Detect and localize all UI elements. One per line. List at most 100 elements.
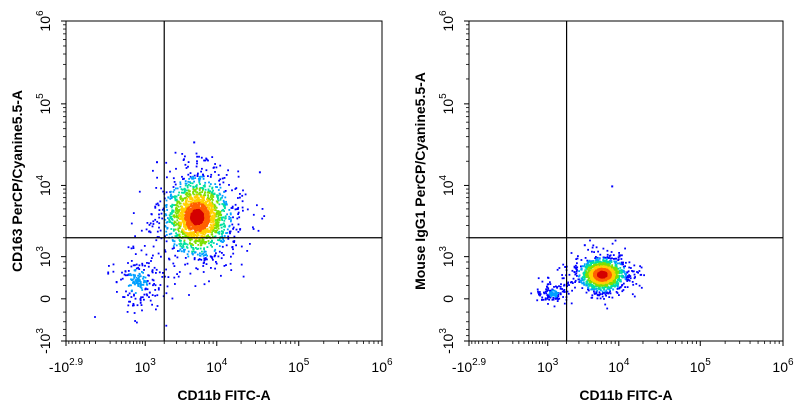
event-dot	[173, 247, 175, 249]
event-dot	[233, 235, 236, 238]
event-dot	[189, 185, 192, 187]
event-dot	[625, 273, 627, 275]
event-dot	[174, 221, 177, 224]
event-dot	[123, 273, 126, 276]
event-dot	[217, 210, 220, 212]
event-dot	[589, 239, 591, 242]
event-dot	[223, 265, 226, 267]
event-dot	[172, 191, 175, 193]
event-dot	[589, 262, 592, 264]
event-dot	[598, 263, 601, 266]
event-dot	[182, 246, 185, 248]
event-dot	[181, 211, 184, 214]
event-dot	[139, 297, 142, 300]
event-dot	[596, 266, 598, 268]
event-dot	[169, 217, 172, 219]
event-dot	[198, 222, 200, 225]
event-dot	[203, 226, 206, 229]
event-dot	[199, 247, 202, 250]
event-dot	[192, 176, 194, 178]
event-dot	[205, 241, 208, 243]
event-dot	[168, 257, 170, 260]
event-dot	[178, 271, 181, 273]
event-dot	[580, 267, 583, 270]
event-dot	[615, 284, 617, 286]
event-dot	[172, 229, 175, 232]
event-dot	[219, 193, 222, 196]
event-dot	[252, 226, 254, 229]
event-dot	[622, 275, 624, 277]
event-dot	[626, 286, 629, 288]
event-dot	[132, 273, 135, 276]
event-dot	[210, 202, 212, 205]
event-dot	[169, 215, 172, 218]
event-dot	[213, 213, 216, 216]
event-dot	[179, 181, 182, 184]
y-tick-label: -103	[35, 328, 53, 354]
event-dot	[194, 251, 197, 254]
event-dot	[185, 235, 188, 237]
event-dot	[213, 236, 216, 238]
event-dot	[173, 221, 176, 224]
event-dot	[211, 198, 213, 201]
event-dot	[208, 215, 211, 218]
event-dot	[598, 288, 601, 291]
event-dot	[639, 274, 642, 276]
event-dot	[112, 270, 115, 273]
event-dot	[186, 192, 189, 195]
event-dot	[601, 263, 604, 266]
outlier-event-dot	[156, 161, 158, 164]
event-dot	[142, 271, 144, 274]
event-dot	[195, 185, 198, 188]
event-dot	[570, 281, 573, 283]
event-dot	[217, 224, 220, 227]
event-dot	[184, 182, 187, 185]
event-dot	[134, 235, 136, 238]
event-dot	[206, 212, 208, 214]
event-dot	[175, 187, 177, 190]
event-dot	[170, 193, 172, 196]
event-dot	[570, 252, 573, 254]
event-dot	[184, 207, 187, 210]
event-dot	[166, 285, 169, 288]
event-dot	[575, 270, 578, 273]
event-dot	[169, 220, 171, 223]
event-dot	[218, 230, 221, 233]
event-dot	[578, 274, 581, 277]
event-dot	[172, 209, 175, 212]
event-dot	[221, 245, 224, 248]
event-dot	[586, 265, 589, 268]
event-dot	[230, 219, 232, 221]
event-dot	[192, 253, 194, 256]
event-dot	[602, 257, 605, 260]
event-dot	[180, 245, 183, 248]
event-dot	[211, 235, 214, 238]
event-dot	[593, 273, 596, 276]
event-dot	[176, 273, 178, 275]
event-dot	[189, 181, 191, 183]
event-dot	[166, 209, 168, 211]
event-dot	[586, 259, 589, 262]
event-dot	[180, 239, 182, 242]
event-dot	[237, 197, 239, 199]
event-dot	[196, 216, 199, 218]
event-dot	[173, 215, 176, 218]
event-dot	[213, 204, 216, 207]
event-dot	[593, 282, 595, 285]
event-dot	[201, 250, 203, 253]
event-dot	[156, 230, 159, 233]
event-dot	[140, 284, 142, 287]
event-dot	[560, 283, 562, 286]
event-dot	[146, 288, 149, 291]
event-dot	[179, 248, 182, 251]
event-dot	[172, 186, 175, 188]
event-dot	[186, 247, 189, 249]
event-dot	[180, 222, 183, 225]
event-dot	[177, 217, 180, 219]
event-dot	[203, 283, 206, 286]
event-dot	[134, 297, 137, 300]
event-dot	[205, 200, 207, 203]
event-dot	[148, 224, 151, 226]
event-dot	[217, 174, 220, 176]
event-dot	[211, 231, 213, 234]
